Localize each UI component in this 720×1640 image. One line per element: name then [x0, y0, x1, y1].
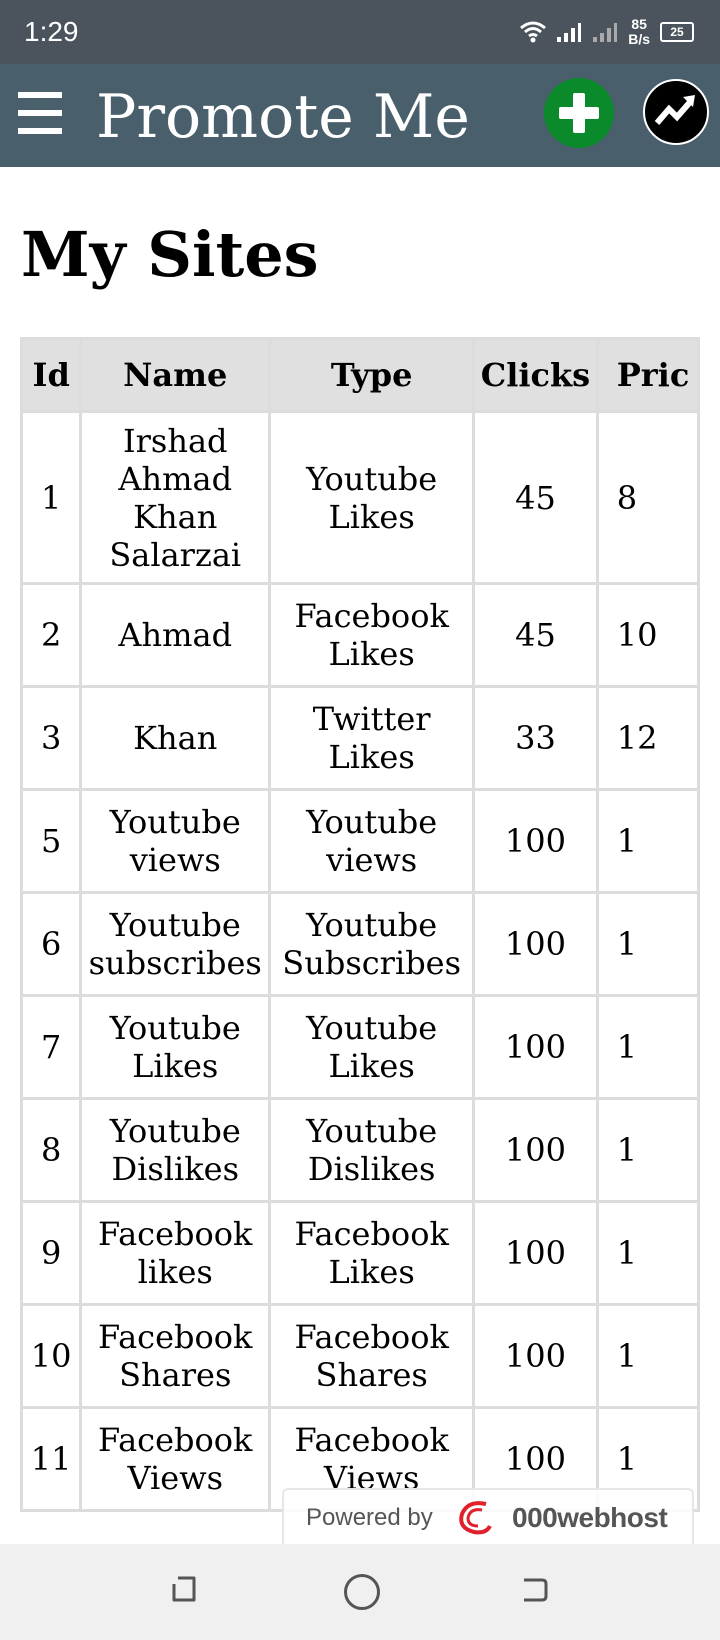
- cell-price: 1: [595, 1200, 700, 1306]
- table-row: 10 Facebook Shares Facebook Shares 100 1: [20, 1303, 700, 1409]
- table-row: 3 Khan Twitter Likes 33 12: [20, 685, 700, 791]
- hamburger-menu-icon[interactable]: [18, 92, 62, 134]
- cell-type: Facebook Shares: [268, 1303, 476, 1409]
- cell-clicks: 100: [472, 994, 599, 1100]
- cell-clicks: 45: [472, 410, 599, 585]
- cell-id: 3: [20, 685, 83, 791]
- cell-type: Facebook Likes: [268, 1200, 476, 1306]
- app-bar: Promote Me: [0, 64, 720, 167]
- powered-by-label: Powered by: [306, 1504, 433, 1531]
- cell-price: 8: [595, 410, 700, 585]
- cell-name: Khan: [79, 685, 272, 791]
- table-row: 9 Facebook likes Facebook Likes 100 1: [20, 1200, 700, 1306]
- cell-type: Youtube Subscribes: [268, 891, 476, 997]
- status-icons: 85 B/s 25: [520, 14, 694, 50]
- cell-name: Facebook likes: [79, 1200, 272, 1306]
- cell-price: 1: [595, 788, 700, 894]
- navigation-bar: [0, 1544, 720, 1640]
- cell-clicks: 33: [472, 685, 599, 791]
- page-title: My Sites: [21, 218, 319, 291]
- cell-type: Twitter Likes: [268, 685, 476, 791]
- cell-id: 11: [20, 1406, 83, 1512]
- table-row: 2 Ahmad Facebook Likes 45 10: [20, 582, 700, 688]
- brand-name: 000webhost: [512, 1502, 668, 1533]
- cell-price: 1: [595, 891, 700, 997]
- cell-clicks: 100: [472, 788, 599, 894]
- status-time: 1:29: [24, 16, 79, 47]
- cell-name: Youtube Dislikes: [79, 1097, 272, 1203]
- signal-weak-icon: [593, 23, 618, 42]
- column-header-price: Pric: [595, 337, 700, 413]
- table-row: 5 Youtube views Youtube views 100 1: [20, 788, 700, 894]
- powered-by-badge[interactable]: Powered by 000webhost: [282, 1488, 694, 1548]
- cell-price: 1: [595, 1303, 700, 1409]
- cell-name: Irshad Ahmad Khan Salarzai: [79, 410, 272, 585]
- cell-id: 7: [20, 994, 83, 1100]
- sites-table: Id Name Type Clicks Pric 1 Irshad Ahmad K…: [20, 337, 700, 1512]
- add-site-button[interactable]: [544, 78, 614, 148]
- cell-clicks: 45: [472, 582, 599, 688]
- cell-clicks: 100: [472, 891, 599, 997]
- cell-id: 9: [20, 1200, 83, 1306]
- battery-icon: 25: [660, 22, 694, 42]
- cell-id: 2: [20, 582, 83, 688]
- column-header-id: Id: [20, 337, 83, 413]
- cell-price: 12: [595, 685, 700, 791]
- cell-name: Facebook Shares: [79, 1303, 272, 1409]
- table-row: 6 Youtube subscribes Youtube Subscribes 100…: [20, 891, 700, 997]
- cell-id: 8: [20, 1097, 83, 1203]
- column-header-type: Type: [268, 337, 476, 413]
- table-row: 7 Youtube Likes Youtube Likes 100 1: [20, 994, 700, 1100]
- cell-name: Facebook Views: [79, 1406, 272, 1512]
- cell-clicks: 100: [472, 1200, 599, 1306]
- cell-price: 10: [595, 582, 700, 688]
- home-icon[interactable]: [344, 1574, 380, 1610]
- table-header-row: Id Name Type Clicks Pric: [20, 337, 700, 413]
- webhost-logo-icon: [459, 1501, 492, 1535]
- cell-id: 1: [20, 410, 83, 585]
- table-row: 8 Youtube Dislikes Youtube Dislikes 100 1: [20, 1097, 700, 1203]
- signal-icon: [557, 23, 582, 42]
- cell-type: Youtube Likes: [268, 410, 476, 585]
- cell-type: Youtube Likes: [268, 994, 476, 1100]
- app-title: Promote Me: [96, 82, 470, 152]
- back-icon[interactable]: [168, 1574, 198, 1604]
- column-header-clicks: Clicks: [472, 337, 599, 413]
- cell-type: Facebook Likes: [268, 582, 476, 688]
- recents-icon[interactable]: [520, 1574, 550, 1604]
- cell-id: 5: [20, 788, 83, 894]
- cell-price: 1: [595, 1097, 700, 1203]
- status-bar: 1:29 85 B/s 25: [0, 0, 720, 64]
- net-speed-unit: B/s: [628, 31, 650, 47]
- cell-clicks: 100: [472, 1097, 599, 1203]
- trending-button[interactable]: [643, 79, 709, 145]
- cell-type: Youtube Dislikes: [268, 1097, 476, 1203]
- net-speed-value: 85: [631, 16, 647, 32]
- cell-name: Ahmad: [79, 582, 272, 688]
- cell-name: Youtube views: [79, 788, 272, 894]
- cell-id: 6: [20, 891, 83, 997]
- net-speed: 85 B/s: [628, 17, 650, 47]
- cell-price: 1: [595, 994, 700, 1100]
- cell-type: Youtube views: [268, 788, 476, 894]
- cell-name: Youtube Likes: [79, 994, 272, 1100]
- wifi-icon: [520, 21, 547, 43]
- table-row: 1 Irshad Ahmad Khan Salarzai Youtube Likes…: [20, 410, 700, 585]
- column-header-name: Name: [79, 337, 272, 413]
- sites-table-container[interactable]: Id Name Type Clicks Pric 1 Irshad Ahmad K…: [20, 337, 700, 1544]
- cell-name: Youtube subscribes: [79, 891, 272, 997]
- cell-clicks: 100: [472, 1303, 599, 1409]
- trending-up-icon: [654, 95, 695, 125]
- cell-id: 10: [20, 1303, 83, 1409]
